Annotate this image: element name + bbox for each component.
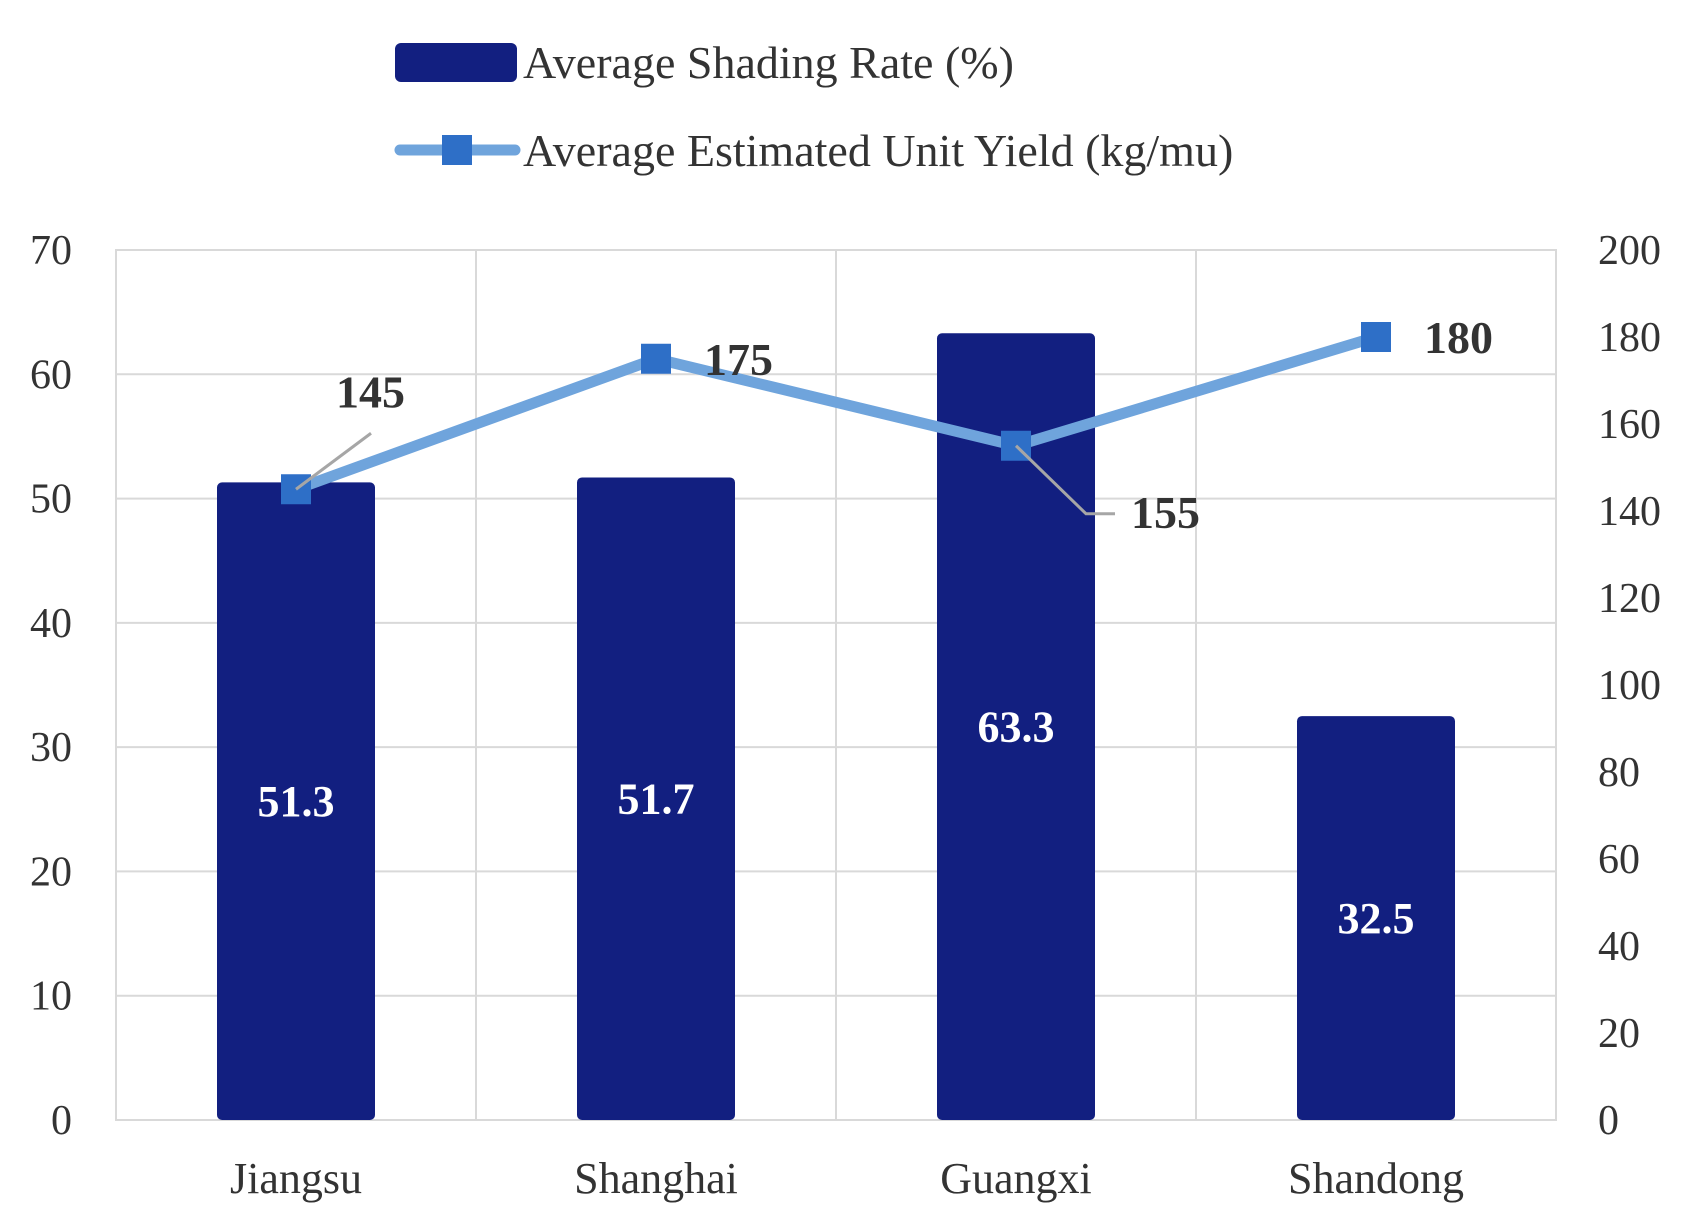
left-tick-label: 30 [30,725,72,771]
bar-jiangsu [217,482,375,1120]
right-tick-label: 200 [1598,228,1661,274]
right-tick-label: 40 [1598,924,1640,970]
yield-line [290,331,1382,495]
bar-series [217,333,1455,1120]
legend-item-bar: Average Shading Rate (%) [395,37,1014,88]
left-tick-label: 40 [30,601,72,647]
left-tick-label: 60 [30,352,72,398]
line-label: 145 [336,366,405,417]
bar-guangxi [937,333,1095,1120]
right-tick-label: 120 [1598,576,1661,622]
legend-line-marker [442,135,472,165]
right-axis-ticks: 0 20 40 60 80 100 120 140 160 180 200 [1598,228,1661,1144]
left-tick-label: 10 [30,974,72,1020]
right-tick-label: 100 [1598,663,1661,709]
line-series [281,322,1391,505]
right-tick-label: 20 [1598,1011,1640,1057]
left-tick-label: 50 [30,477,72,523]
legend-bar-label: Average Shading Rate (%) [523,37,1014,88]
left-axis-ticks: 0 10 20 30 40 50 60 70 [30,228,72,1144]
bar-label: 51.7 [618,775,695,824]
line-label: 175 [704,334,773,385]
legend-bar-swatch [395,43,517,82]
label-leader-line [295,432,372,491]
right-tick-label: 60 [1598,837,1640,883]
right-tick-label: 80 [1598,750,1640,796]
legend-line-label: Average Estimated Unit Yield (kg/mu) [523,125,1233,176]
line-data-labels: 145 175 155 180 [295,312,1493,538]
line-label: 155 [1131,487,1200,538]
category-label: Shanghai [574,1154,738,1203]
right-tick-label: 140 [1598,489,1661,535]
left-tick-label: 20 [30,849,72,895]
right-tick-label: 160 [1598,402,1661,448]
line-label: 180 [1424,312,1493,363]
right-tick-label: 180 [1598,315,1661,361]
right-tick-label: 0 [1598,1098,1619,1144]
legend: Average Shading Rate (%) Average Estimat… [394,37,1233,176]
bar-shanghai [577,477,735,1120]
bar-label: 51.3 [258,777,335,826]
category-label: Guangxi [940,1154,1092,1203]
left-tick-label: 0 [51,1098,72,1144]
bar-label: 32.5 [1338,894,1415,943]
bar-label: 63.3 [978,703,1055,752]
bar-shandong [1297,716,1455,1120]
left-tick-label: 70 [30,228,72,274]
yield-marker-shanghai [641,343,671,374]
yield-marker-shandong [1361,322,1391,352]
bar-data-labels: 51.3 51.7 63.3 32.5 [258,703,1415,943]
category-label: Jiangsu [230,1154,362,1203]
label-leader-line [1014,444,1115,516]
category-axis-labels: Jiangsu Shanghai Guangxi Shandong [230,1154,1464,1203]
category-label: Shandong [1288,1154,1464,1203]
legend-item-line: Average Estimated Unit Yield (kg/mu) [394,125,1233,176]
